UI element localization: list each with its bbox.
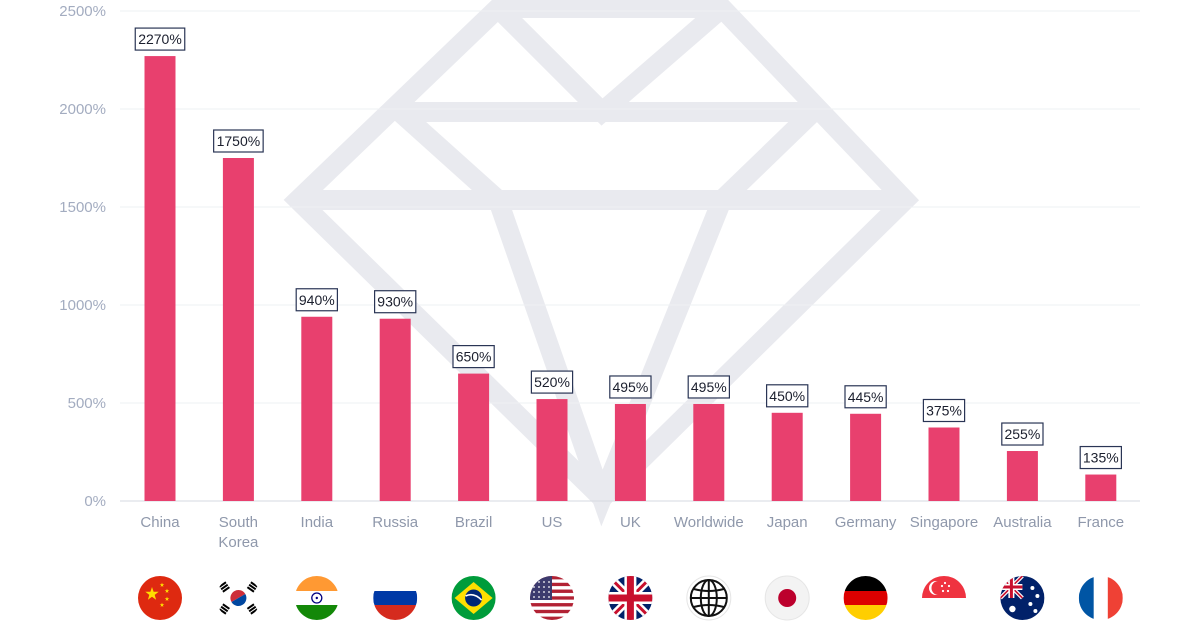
bar <box>1085 474 1117 501</box>
france-flag-icon <box>1078 576 1123 620</box>
bar <box>458 373 490 501</box>
india-flag-icon <box>294 576 339 620</box>
data-label-box <box>134 27 186 51</box>
bar <box>1006 451 1038 501</box>
russia-flag-icon <box>373 576 418 620</box>
bar <box>301 316 333 501</box>
data-label-box <box>609 375 652 399</box>
data-label: 375% <box>926 403 962 419</box>
diamond-watermark <box>283 0 920 527</box>
x-tick-label: India <box>301 514 334 531</box>
x-tick-label: Worldwide <box>674 514 744 531</box>
bar <box>771 412 803 501</box>
x-tick-label: US <box>542 514 563 531</box>
x-axis: China South Korea India Russia Brazil US UK Worl… <box>140 514 1124 551</box>
china-flag-icon <box>138 576 182 620</box>
x-tick-label: Singapore <box>910 514 978 531</box>
y-tick-label: 1500% <box>59 199 106 216</box>
x-tick-label: Germany <box>835 514 897 531</box>
x-tick-label: South Korea <box>218 514 259 551</box>
flag-row <box>138 575 1123 621</box>
y-tick-label: 2500% <box>59 3 106 20</box>
x-tick-label: UK <box>620 514 641 531</box>
data-label: 445% <box>848 389 884 405</box>
x-tick-label: China <box>140 514 180 531</box>
x-tick-label: France <box>1077 514 1124 531</box>
australia-flag-icon <box>1000 576 1045 620</box>
data-label-box <box>213 129 264 153</box>
data-label: 135% <box>1083 450 1119 466</box>
y-tick-label: 2000% <box>59 101 106 118</box>
data-label-box <box>765 384 809 408</box>
data-label-box <box>922 398 966 423</box>
bar <box>614 403 646 501</box>
x-tick-label: Brazil <box>455 514 493 531</box>
data-label: 495% <box>612 379 648 395</box>
south-korea-flag-icon <box>216 576 261 620</box>
x-tick-label: Australia <box>993 514 1052 531</box>
bars <box>144 56 1117 502</box>
data-label: 255% <box>1004 426 1040 442</box>
data-label-box <box>530 370 574 394</box>
globe-icon <box>686 575 732 621</box>
bar <box>379 318 411 501</box>
germany-flag-icon <box>843 576 888 620</box>
data-label: 495% <box>691 379 727 395</box>
data-label-box <box>844 385 887 409</box>
bar <box>928 427 960 501</box>
bar <box>222 158 254 501</box>
data-label-box <box>1079 445 1122 470</box>
uk-flag-icon <box>608 576 653 620</box>
data-label-box <box>1001 422 1044 446</box>
data-label: 930% <box>377 294 413 310</box>
data-label: 1750% <box>217 133 261 149</box>
data-labels: 2270% 1750% 940% 930% 650% 520% 495% 495% 450% 44… <box>134 27 1122 470</box>
y-axis: 0% 500% 1000% 1500% 2000% 2500% <box>59 3 106 510</box>
bar <box>144 56 176 502</box>
bar <box>536 399 568 501</box>
y-tick-label: 0% <box>84 493 106 510</box>
bar <box>850 413 882 501</box>
data-label: 650% <box>456 349 492 365</box>
data-label: 520% <box>534 374 570 390</box>
y-tick-label: 500% <box>68 395 106 412</box>
y-tick-label: 1000% <box>59 297 106 314</box>
data-label-box <box>687 375 731 399</box>
bar <box>693 403 725 501</box>
data-label: 940% <box>299 292 335 308</box>
data-label: 2270% <box>138 31 182 47</box>
us-flag-icon <box>530 576 574 620</box>
japan-flag-icon <box>764 575 810 621</box>
data-label-box <box>374 290 417 314</box>
x-tick-label: Russia <box>372 514 419 531</box>
singapore-flag-icon <box>922 576 966 620</box>
gridlines <box>120 10 1140 502</box>
brazil-flag-icon <box>451 576 496 620</box>
data-label-box <box>452 345 495 369</box>
data-label-box <box>295 288 339 312</box>
data-label: 450% <box>769 388 805 404</box>
x-tick-label: Japan <box>767 514 808 531</box>
